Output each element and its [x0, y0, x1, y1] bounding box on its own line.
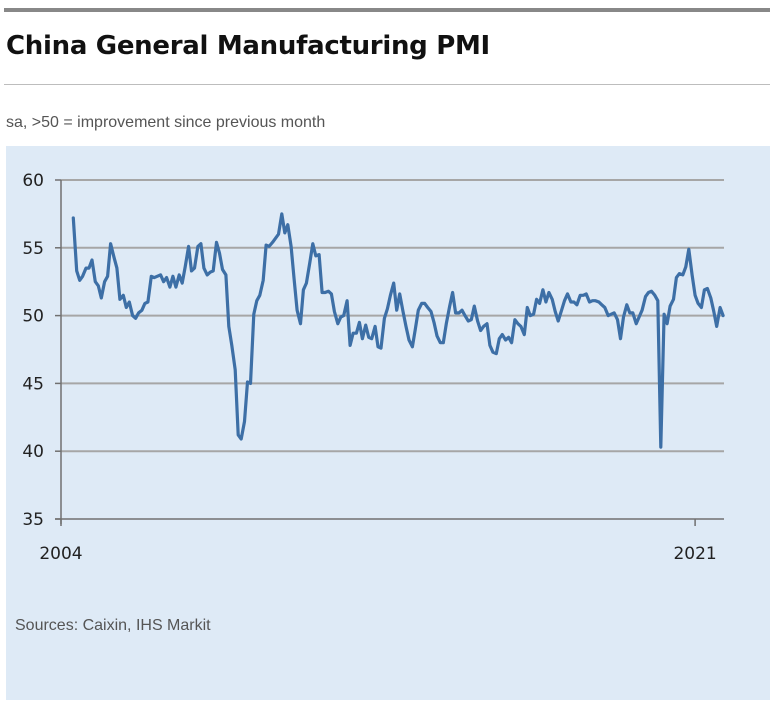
title-rule: [4, 84, 770, 85]
y-tick-label-50: 50: [22, 307, 44, 327]
series-line-0: [71, 212, 725, 449]
chart-subtitle: sa, >50 = improvement since previous mon…: [6, 114, 326, 131]
chart-title: China General Manufacturing PMI: [6, 31, 490, 61]
top-rule: [4, 8, 770, 12]
y-tick-label-60: 60: [22, 171, 44, 191]
y-tick-label-45: 45: [22, 374, 44, 394]
pmi-line-chart: 35 40 45 50 55 60 2004 2021: [22, 171, 725, 564]
x-tick-label-2021: 2021: [673, 544, 716, 564]
source-note: Sources: Caixin, IHS Markit: [15, 617, 211, 634]
y-tick-label-35: 35: [22, 510, 44, 530]
y-tick-label-40: 40: [22, 442, 44, 462]
chart-panel: 35 40 45 50 55 60 2004 2021 Sources: Caixin, IH…: [6, 146, 770, 700]
x-tick-label-2004: 2004: [39, 544, 82, 564]
y-tick-label-55: 55: [22, 239, 44, 259]
